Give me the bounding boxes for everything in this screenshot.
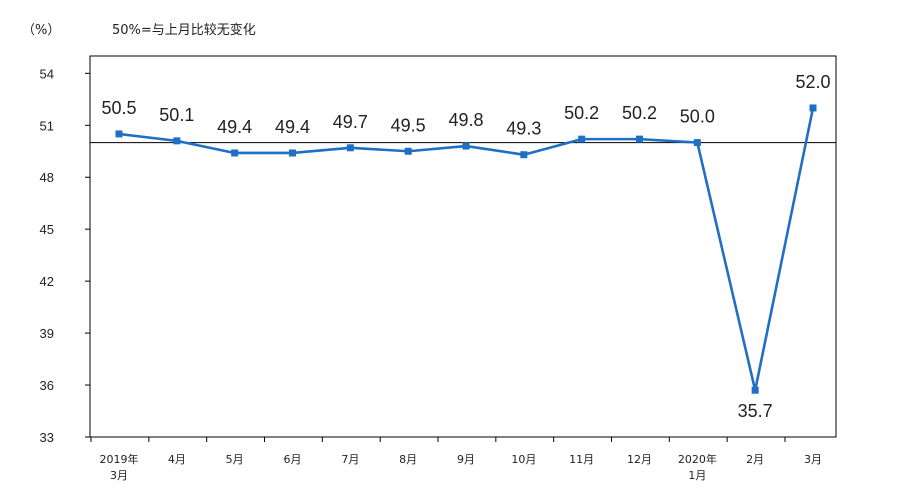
x-tick-label: 11月 — [569, 453, 594, 466]
plot-frame — [89, 55, 837, 438]
x-tick-label: 6月 — [284, 453, 302, 466]
x-tick-label: 3月 — [110, 469, 128, 482]
data-point — [751, 386, 759, 394]
y-tick-label: 33 — [40, 430, 54, 445]
x-tick-label: 2月 — [746, 453, 764, 466]
data-point — [289, 149, 296, 157]
reference-note: 50%=与上月比较无变化 — [112, 22, 256, 38]
x-axis: 2019年 3月 4月 5月 6月 7月 8月 9月 10月 11月 12月 2020年 1月 2月 3月 — [90, 437, 822, 482]
data-label: 49.3 — [506, 119, 541, 139]
data-point — [636, 135, 643, 143]
x-tick-label: 8月 — [399, 453, 417, 466]
x-tick-label: 10月 — [511, 453, 536, 466]
y-axis: 54 51 48 45 42 39 36 33 — [40, 66, 90, 445]
series-1: 50.5 50.1 49.4 49.4 49.7 49.5 49.8 49.3 50.2 50.2… — [101, 72, 830, 421]
data-point — [346, 144, 354, 152]
data-label: 35.7 — [738, 401, 773, 421]
data-point — [115, 130, 123, 138]
data-label: 50.5 — [101, 98, 136, 118]
data-label: 50.2 — [564, 103, 599, 123]
x-tick-label: 9月 — [457, 453, 475, 466]
data-point — [231, 149, 239, 157]
data-label: 49.5 — [391, 115, 426, 135]
data-label: 49.4 — [275, 117, 310, 137]
x-tick-label: 7月 — [341, 453, 359, 466]
data-label: 50.0 — [680, 107, 715, 127]
data-label: 49.4 — [217, 117, 252, 137]
x-tick-label: 2020年 — [678, 452, 717, 466]
data-point — [404, 147, 412, 155]
x-tick-label: 3月 — [804, 453, 822, 466]
y-tick-label: 36 — [40, 378, 54, 393]
x-tick-label: 12月 — [627, 453, 652, 466]
data-label: 49.8 — [448, 110, 483, 130]
data-label: 49.7 — [333, 112, 368, 132]
x-tick-label: 5月 — [226, 453, 244, 466]
y-tick-label: 42 — [40, 274, 54, 289]
data-point — [462, 142, 470, 150]
series-line — [118, 107, 815, 392]
data-point — [520, 151, 528, 159]
unit-label: （%） — [22, 23, 60, 38]
y-tick-label: 48 — [40, 170, 54, 185]
data-point — [693, 139, 701, 147]
data-label: 50.1 — [159, 105, 194, 125]
x-tick-label: 2019年 — [100, 452, 139, 466]
y-tick-label: 54 — [40, 66, 54, 81]
y-tick-label: 51 — [40, 118, 54, 133]
data-label: 52.0 — [795, 72, 830, 92]
data-point — [809, 104, 817, 112]
y-tick-label: 39 — [40, 326, 54, 341]
x-tick-label: 4月 — [168, 453, 186, 466]
data-point — [173, 137, 181, 145]
data-label: 50.2 — [622, 103, 657, 123]
y-tick-label: 45 — [40, 222, 54, 237]
x-tick-label: 1月 — [688, 469, 706, 482]
data-point — [578, 135, 586, 143]
